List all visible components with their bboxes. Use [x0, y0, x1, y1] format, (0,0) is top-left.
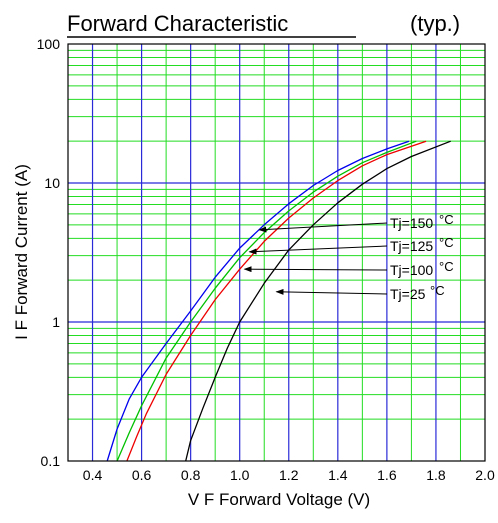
- x-tick-label: 0.4: [83, 467, 103, 483]
- chart-title: Forward Characteristic: [67, 11, 288, 36]
- series-label-tj-100: Tj=100: [390, 262, 433, 278]
- series-curves: [106, 140, 451, 462]
- series-arrow-tj-25: [275, 288, 388, 295]
- series-label-tj-125: Tj=125: [390, 238, 433, 254]
- series-arrow-tj-150: [258, 222, 388, 233]
- x-tick-label: 2.0: [475, 467, 495, 483]
- series-label-unit: °C: [439, 259, 454, 274]
- series-label-unit: °C: [439, 235, 454, 250]
- x-tick-label: 1.2: [279, 467, 299, 483]
- series-line-tj-25: [185, 140, 451, 462]
- grid-minor: [68, 44, 485, 461]
- series-annotations: Tj=150 °C Tj=125 °C Tj=100 °C Tj=25 °C: [243, 212, 454, 302]
- series-line-tj-150: [106, 140, 410, 462]
- plot-frame: [67, 43, 486, 462]
- x-tick-label: 1.0: [230, 467, 250, 483]
- title-note: (typ.): [410, 11, 460, 36]
- y-tick-label: 1: [52, 314, 60, 330]
- series-label-tj-150: Tj=150: [390, 215, 433, 231]
- y-tick-label: 100: [37, 36, 61, 52]
- y-axis-label: I F Forward Current (A): [12, 164, 31, 340]
- series-line-tj-125: [116, 140, 417, 462]
- x-axis-label: V F Forward Voltage (V): [188, 490, 370, 509]
- series-arrow-tj-100: [243, 266, 388, 273]
- series-label-unit: °C: [439, 212, 454, 227]
- series-arrow-tj-125: [248, 245, 388, 255]
- x-tick-label: 1.6: [377, 467, 397, 483]
- x-tick-label: 0.8: [181, 467, 201, 483]
- y-tick-label: 10: [44, 175, 60, 191]
- y-tick-label: 0.1: [41, 453, 61, 469]
- x-tick-label: 1.8: [426, 467, 446, 483]
- x-tick-label: 1.4: [328, 467, 348, 483]
- grid-major: [68, 44, 485, 461]
- y-tick-labels: 0.1 1 10 100: [37, 36, 61, 469]
- series-label-tj-25: Tj=25: [390, 286, 426, 302]
- x-tick-label: 0.6: [132, 467, 152, 483]
- title-group: Forward Characteristic (typ.): [67, 11, 460, 38]
- series-line-tj-100: [126, 140, 427, 462]
- x-tick-labels: 0.4 0.6 0.8 1.0 1.2 1.4 1.6 1.8 2.0: [83, 467, 495, 483]
- series-label-unit: °C: [430, 283, 445, 298]
